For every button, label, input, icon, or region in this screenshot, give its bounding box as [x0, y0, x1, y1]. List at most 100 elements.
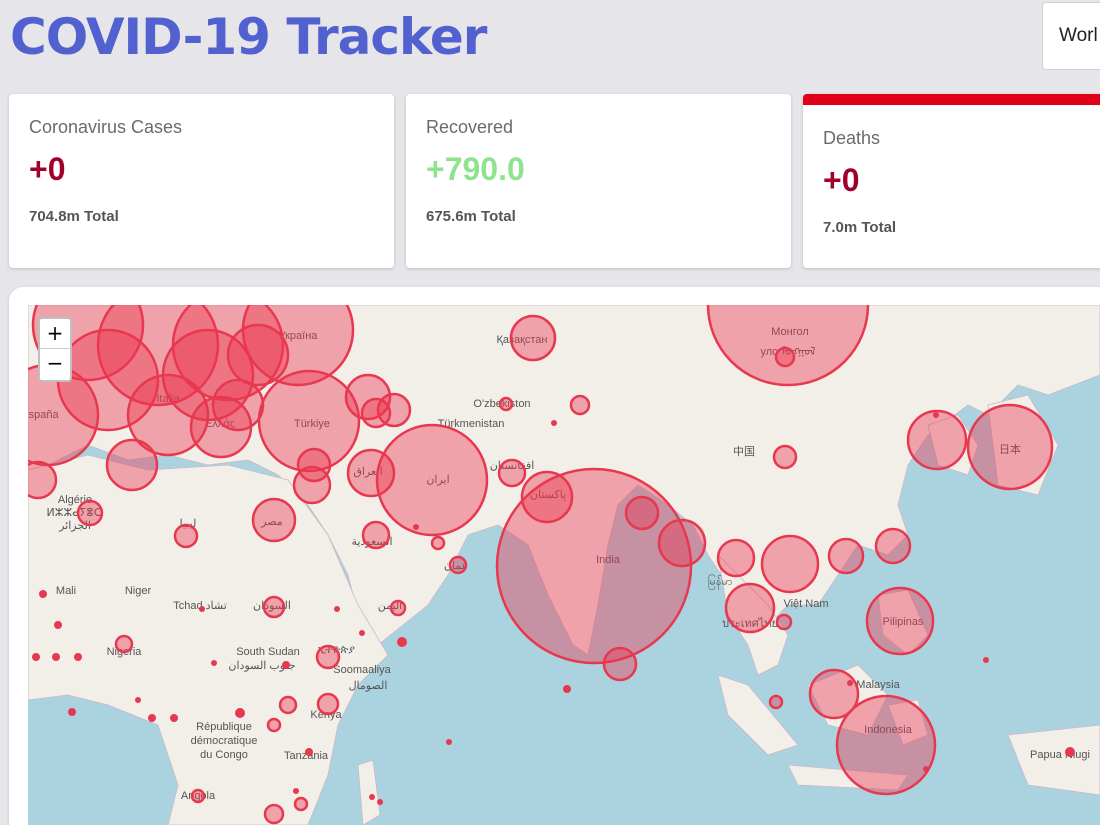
case-circle[interactable] [774, 346, 796, 368]
case-dot[interactable] [369, 794, 375, 800]
case-circle[interactable] [497, 458, 527, 488]
case-dot[interactable] [1065, 747, 1075, 757]
case-circle[interactable] [602, 646, 638, 682]
case-dot[interactable] [305, 748, 313, 756]
map-label: India [596, 554, 621, 566]
case-circle[interactable] [498, 396, 514, 412]
case-circle[interactable] [76, 499, 104, 527]
case-dot[interactable] [170, 714, 178, 722]
case-circle[interactable] [775, 613, 793, 631]
deaths-card[interactable]: Deaths +0 7.0m Total [803, 94, 1100, 268]
case-dot[interactable] [551, 420, 557, 426]
case-circle[interactable] [724, 582, 776, 634]
zoom-in-button[interactable]: + [40, 319, 70, 349]
case-circle[interactable] [495, 467, 693, 665]
case-dot[interactable] [983, 657, 989, 663]
map-svg[interactable]: Україна Қазақстан Монгол улс ᠮᠣᠩᠭᠣᠯ Ital… [28, 305, 1100, 825]
case-dot[interactable] [235, 708, 245, 718]
case-circle[interactable] [292, 465, 332, 505]
case-dot[interactable] [397, 637, 407, 647]
case-circle[interactable] [257, 369, 361, 473]
case-circle[interactable] [189, 395, 253, 459]
case-circle[interactable] [716, 538, 756, 578]
case-circle[interactable] [296, 447, 332, 483]
case-dot[interactable] [199, 606, 205, 612]
label-layer: Україна Қазақстан Монгол улс ᠮᠣᠩᠭᠣᠯ Ital… [28, 326, 1090, 802]
case-circle[interactable] [251, 497, 297, 543]
case-circle[interactable] [827, 537, 865, 575]
case-circle[interactable] [346, 448, 396, 498]
case-circle[interactable] [266, 717, 282, 733]
case-dot[interactable] [563, 685, 571, 693]
case-dot[interactable] [377, 799, 383, 805]
case-dot[interactable] [282, 661, 290, 669]
map-label: Türkmenistan [438, 418, 505, 430]
case-dot[interactable] [32, 653, 40, 661]
map-label: démocratique [191, 735, 258, 747]
recovered-delta: +790.0 [426, 151, 525, 187]
case-circle[interactable] [448, 555, 468, 575]
case-circle[interactable] [835, 694, 937, 796]
case-circle[interactable] [316, 692, 340, 716]
map-label: السودان [253, 600, 291, 612]
case-circle[interactable] [375, 423, 489, 537]
case-dot[interactable] [52, 653, 60, 661]
case-dot[interactable] [74, 653, 82, 661]
case-dot[interactable] [148, 714, 156, 722]
case-dot[interactable] [334, 606, 340, 612]
case-circle[interactable] [509, 314, 557, 362]
case-dot[interactable] [39, 590, 47, 598]
case-circle[interactable] [520, 470, 574, 524]
world-map[interactable]: Україна Қазақстан Монгол улс ᠮᠣᠩᠭᠣᠯ Ital… [28, 305, 1100, 825]
case-dot[interactable] [359, 630, 365, 636]
case-circle[interactable] [430, 535, 446, 551]
map-label: улс ᠮᠣᠩᠭᠣᠯ [760, 345, 815, 358]
case-circle[interactable] [263, 803, 285, 825]
case-dot[interactable] [54, 621, 62, 629]
map-label: الصومال [349, 680, 388, 692]
case-circle[interactable] [874, 527, 912, 565]
case-circle[interactable] [126, 373, 210, 457]
case-circle[interactable] [657, 518, 707, 568]
case-circle[interactable] [315, 644, 341, 670]
case-circle[interactable] [28, 460, 58, 500]
case-dot[interactable] [211, 660, 217, 666]
case-circle[interactable] [768, 694, 784, 710]
case-circle[interactable] [293, 796, 309, 812]
case-circle[interactable] [624, 495, 660, 531]
recovered-card[interactable]: Recovered +790.0 675.6m Total [406, 94, 791, 268]
case-circle[interactable] [966, 403, 1054, 491]
case-circle[interactable] [361, 520, 391, 550]
case-circle[interactable] [105, 438, 159, 492]
case-circle[interactable] [906, 409, 968, 471]
case-circle[interactable] [865, 586, 935, 656]
case-circle[interactable] [262, 595, 286, 619]
case-circle[interactable] [808, 668, 860, 720]
map-label: Malaysia [856, 679, 900, 691]
case-dot[interactable] [135, 697, 141, 703]
zoom-out-button[interactable]: − [46, 351, 64, 375]
cases-card[interactable]: Coronavirus Cases +0 704.8m Total [9, 94, 394, 268]
case-dot[interactable] [923, 766, 929, 772]
map-label: 中国 [733, 445, 755, 458]
case-dot[interactable] [446, 739, 452, 745]
case-circle[interactable] [706, 305, 870, 387]
case-circle[interactable] [389, 599, 407, 617]
country-select[interactable]: Worl [1042, 2, 1100, 70]
map-label: Україна [279, 330, 319, 342]
case-circle[interactable] [173, 523, 199, 549]
case-dot[interactable] [413, 524, 419, 530]
case-dot[interactable] [933, 412, 939, 418]
case-circle[interactable] [190, 788, 206, 804]
case-circle[interactable] [114, 634, 134, 654]
case-dot[interactable] [293, 788, 299, 794]
case-circle[interactable] [360, 397, 392, 429]
case-circle[interactable] [760, 534, 820, 594]
case-circle[interactable] [226, 323, 290, 387]
case-circle[interactable] [772, 444, 798, 470]
case-dot[interactable] [847, 680, 853, 686]
map-label: Tanzania [284, 750, 329, 762]
case-circle[interactable] [569, 394, 591, 416]
case-circle[interactable] [278, 695, 298, 715]
case-dot[interactable] [68, 708, 76, 716]
